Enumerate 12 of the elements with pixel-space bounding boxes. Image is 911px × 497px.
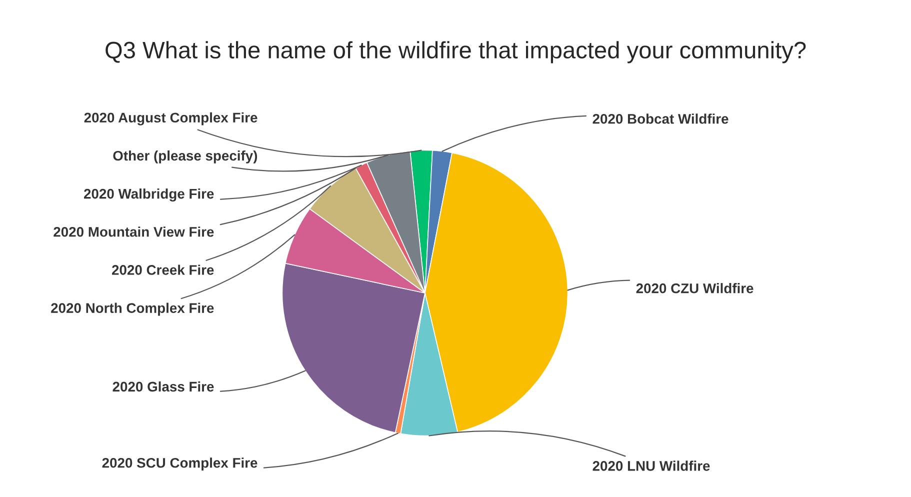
slice-label: 2020 Bobcat Wildfire [592, 114, 728, 124]
slice-label: 2020 LNU Wildfire [592, 460, 710, 471]
slice-label: 2020 Walbridge Fire [84, 188, 214, 202]
chart-title: Q3 What is the name of the wildfire that impacted your community? [106, 41, 806, 64]
slice-label: 2020 North Complex Fire [51, 302, 214, 316]
slice-label: 2020 Creek Fire [112, 264, 214, 275]
category-label: 2020 Mountain View Fire [54, 226, 214, 237]
slice-label: 2020 CZU Wildfire [636, 283, 754, 294]
slice-label: Other (please specify) [113, 150, 258, 164]
slice-label: 2020 SCU Complex Fire [102, 458, 258, 471]
slice-label: 2020 August Complex Fire [84, 112, 258, 126]
slice-label: 2020 Glass Fire [112, 381, 214, 392]
